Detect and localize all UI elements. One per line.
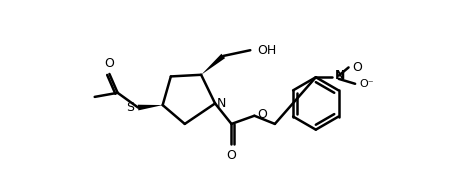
Text: N: N xyxy=(335,69,345,82)
Text: S: S xyxy=(126,101,134,114)
Polygon shape xyxy=(138,105,163,110)
Text: O: O xyxy=(353,61,363,74)
Text: O: O xyxy=(227,149,236,162)
Text: OH: OH xyxy=(257,44,276,57)
Text: O: O xyxy=(104,57,114,70)
Text: N: N xyxy=(217,97,226,110)
Text: O⁻: O⁻ xyxy=(359,79,374,89)
Text: O: O xyxy=(257,108,267,121)
Polygon shape xyxy=(201,54,225,75)
